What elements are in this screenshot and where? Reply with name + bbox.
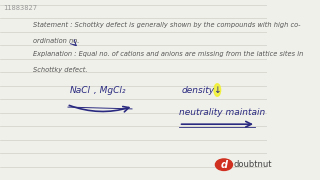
Text: neutrality maintain: neutrality maintain [179, 108, 265, 117]
Text: 11883827: 11883827 [3, 5, 37, 11]
Circle shape [215, 159, 233, 170]
Text: Explanation : Equal no. of cations and anions are missing from the lattice sites: Explanation : Equal no. of cations and a… [33, 50, 304, 57]
Ellipse shape [214, 84, 220, 96]
Text: density↓: density↓ [181, 86, 222, 95]
Text: Statement : Schottky defect is generally shown by the compounds with high co-: Statement : Schottky defect is generally… [33, 22, 301, 28]
Text: NaCl: NaCl [69, 86, 90, 95]
Text: , MgCl₂: , MgCl₂ [91, 86, 125, 95]
Text: d: d [220, 160, 228, 170]
Text: Schottky defect.: Schottky defect. [33, 67, 88, 73]
Text: doubtnut: doubtnut [233, 160, 272, 169]
Text: ordination no.: ordination no. [33, 38, 80, 44]
